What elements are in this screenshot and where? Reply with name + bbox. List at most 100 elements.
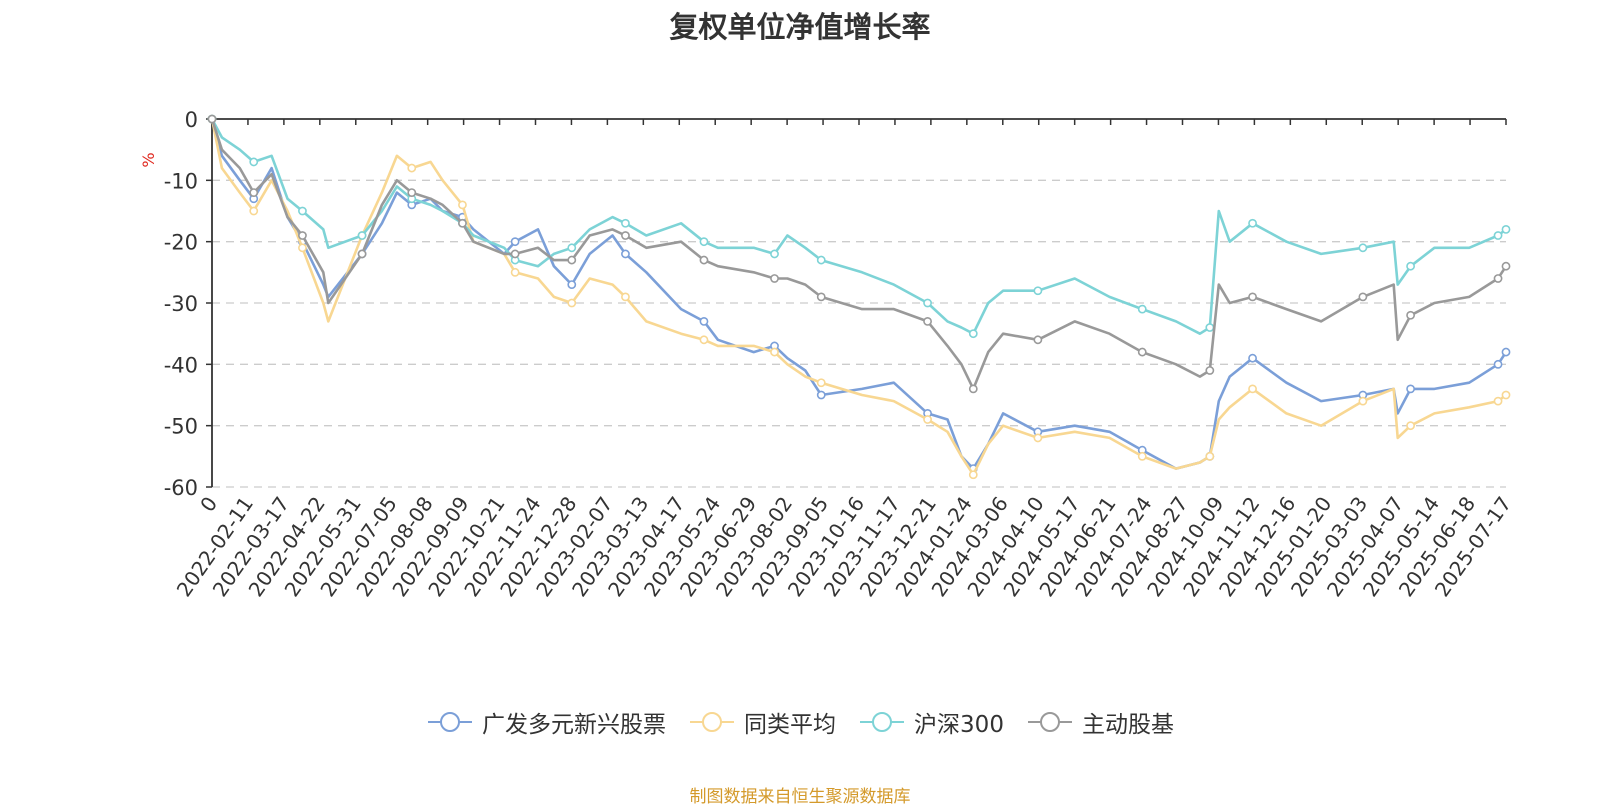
data-point	[407, 163, 417, 173]
y-tick-label: -50	[164, 415, 198, 439]
legend-label: 同类平均	[744, 712, 837, 738]
grid-lines	[212, 179, 1506, 488]
data-point	[816, 390, 826, 400]
data-point	[1033, 335, 1043, 345]
data-point	[567, 243, 577, 253]
data-point	[923, 298, 932, 308]
data-point	[923, 415, 932, 424]
legend-marker-icon	[690, 712, 735, 732]
data-point	[249, 188, 259, 197]
y-tick-label: -10	[164, 169, 198, 193]
series-line-3	[210, 118, 1508, 391]
data-point	[407, 188, 417, 197]
x-tick-label: 0	[195, 492, 222, 516]
data-point	[249, 157, 259, 167]
data-point	[699, 255, 709, 265]
series-line-1	[210, 118, 1507, 477]
data-point	[1406, 421, 1415, 431]
data-point	[567, 298, 577, 308]
data-point	[1205, 366, 1215, 375]
data-point	[968, 470, 978, 480]
data-point	[1033, 433, 1043, 443]
data-point	[699, 316, 709, 326]
data-point	[1033, 286, 1043, 296]
data-point	[1501, 224, 1511, 234]
series-lines	[207, 114, 1511, 480]
axes	[206, 118, 1507, 488]
data-point	[207, 114, 217, 124]
data-point	[458, 200, 467, 210]
data-point	[968, 384, 978, 394]
data-point	[1248, 218, 1257, 228]
data-point	[458, 218, 467, 228]
legend-item[interactable]: 同类平均	[688, 705, 836, 739]
data-point	[1501, 347, 1511, 357]
data-point	[567, 280, 577, 289]
data-point	[923, 316, 932, 326]
data-point	[1406, 261, 1415, 271]
data-point	[1248, 292, 1257, 302]
data-point	[968, 329, 978, 339]
data-point	[1358, 292, 1368, 302]
data-point	[1501, 390, 1511, 400]
data-point	[357, 231, 367, 240]
data-point	[699, 335, 709, 345]
legend-marker-icon	[1027, 712, 1072, 732]
y-axis-label: %	[139, 152, 158, 167]
legend-item[interactable]: 广发多元新兴股票	[426, 705, 666, 739]
y-axis-tick-labels: 0 -10 -20 -30 -40 -50 -60	[164, 108, 198, 500]
data-point	[249, 206, 259, 216]
data-point	[770, 274, 779, 283]
data-point	[298, 231, 307, 240]
source-footnote: 制图数据来自恒生聚源数据库	[689, 787, 911, 807]
data-point	[621, 292, 630, 302]
data-point	[816, 378, 826, 388]
data-point	[357, 249, 367, 259]
data-point	[1205, 451, 1215, 461]
data-point	[1358, 243, 1368, 253]
data-point	[510, 267, 520, 277]
data-point	[1205, 323, 1215, 332]
data-point	[770, 249, 779, 259]
data-point	[1493, 396, 1503, 406]
data-point	[510, 249, 520, 259]
data-point	[1248, 353, 1257, 363]
data-point	[567, 255, 577, 265]
legend-item[interactable]: 主动股基	[1026, 705, 1174, 739]
data-point	[1137, 304, 1147, 314]
x-axis-tick-labels: 02022-02-112022-03-172022-04-222022-05-3…	[172, 492, 1516, 601]
data-point	[1501, 261, 1511, 271]
data-point	[1493, 359, 1503, 369]
legend: 广发多元新兴股票 同类平均 沪深300 主动股基	[0, 705, 1600, 739]
data-point	[1358, 396, 1368, 406]
data-point	[621, 249, 630, 259]
data-point	[510, 237, 520, 247]
legend-label: 广发多元新兴股票	[482, 712, 667, 738]
legend-marker-icon	[428, 712, 473, 732]
chart-title: 复权单位净值增长率	[669, 10, 931, 44]
y-tick-label: -20	[164, 231, 198, 255]
data-point	[699, 237, 709, 247]
data-point	[1248, 384, 1257, 394]
data-point	[1493, 231, 1503, 240]
data-point	[816, 255, 826, 265]
data-point	[1493, 274, 1503, 283]
data-point	[770, 347, 779, 357]
data-point	[298, 243, 307, 253]
y-tick-label: -60	[164, 476, 198, 500]
legend-label: 主动股基	[1081, 712, 1174, 738]
legend-label: 沪深300	[914, 712, 1004, 738]
data-point	[1406, 310, 1415, 320]
y-tick-label: 0	[185, 108, 198, 132]
series-line-0	[210, 118, 1508, 470]
data-point	[1137, 451, 1147, 461]
legend-marker-icon	[860, 712, 905, 732]
data-point	[621, 231, 630, 240]
legend-item[interactable]: 沪深300	[858, 705, 1004, 739]
data-point	[816, 292, 826, 302]
series-line-2	[210, 118, 1507, 336]
data-point	[1137, 347, 1147, 357]
data-point	[298, 206, 307, 216]
y-tick-label: -30	[164, 292, 198, 316]
